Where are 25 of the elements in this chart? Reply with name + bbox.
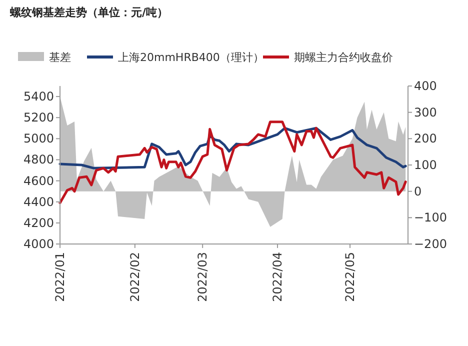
y2-tick-label: 100	[414, 158, 437, 172]
y-tick-label: 5400	[23, 90, 54, 104]
x-tick-label: 2022/04	[270, 252, 284, 302]
legend-label: 上海20mmHRB400（理计）	[118, 51, 264, 64]
y2-tick-label: 0	[414, 184, 422, 198]
chart-title: 螺纹钢基差走势（单位：元/吨）	[9, 6, 168, 19]
x-tick-label: 2022/02	[128, 252, 142, 302]
legend-label: 期螺主力合约收盘价	[294, 51, 393, 64]
x-tick-label: 2022/05	[343, 252, 357, 302]
y2-tick-label: −200	[414, 237, 447, 251]
y-tick-label: 5000	[23, 132, 54, 146]
y2-tick-label: 300	[414, 105, 437, 120]
y-tick-label: 4400	[23, 194, 54, 209]
y-tick-label: 4800	[23, 152, 54, 167]
y-tick-label: 4200	[23, 216, 54, 230]
y2-tick-label: 200	[414, 132, 437, 146]
x-tick-label: 2022/01	[53, 252, 67, 302]
line-series	[58, 120, 407, 204]
legend-label: 基差	[49, 51, 71, 64]
y-tick-label: 4600	[23, 174, 54, 188]
y-tick-label: 5200	[23, 110, 54, 125]
y2-tick-label: −100	[414, 210, 447, 225]
y-tick-label: 4000	[23, 237, 54, 251]
x-tick-label: 2022/03	[196, 252, 210, 302]
y2-tick-label: 400	[414, 79, 437, 93]
